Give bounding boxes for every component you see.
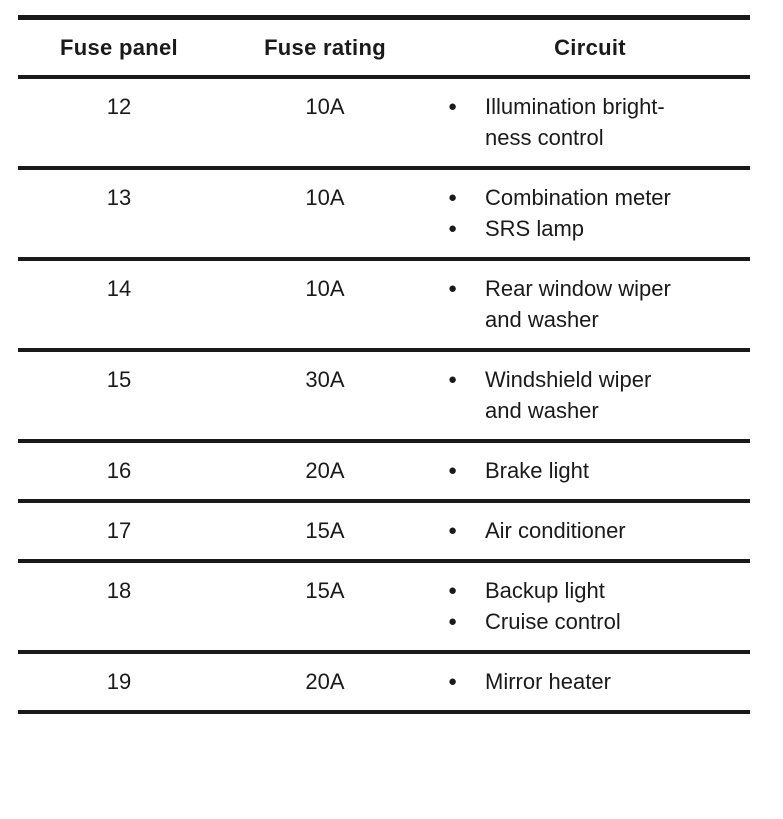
circuit-label: Air conditioner [485,518,626,543]
bullet-icon: ● [448,522,458,539]
table-row: 16 20A ● Brake light [18,441,750,503]
circuit-cell: ● Windshield wiper and washer [430,350,750,443]
circuit-label: Brake light [485,458,589,483]
table-header-row: Fuse panel Fuse rating Circuit [18,17,750,79]
circuit-cell: ● Combination meter ● SRS lamp [430,168,750,261]
bullet-icon: ● [448,280,458,297]
circuit-cell: ● Mirror heater [430,652,750,714]
fuse-table: Fuse panel Fuse rating Circuit 12 10A ● I… [18,15,750,714]
fuse-panel-cell: 12 [18,77,220,170]
bullet-icon: ● [448,189,458,206]
circuit-item: ● Cruise control [430,606,750,637]
table-body: 12 10A ● Illumination bright- ness contro… [18,77,750,714]
bullet-icon: ● [448,613,458,630]
table-row: 15 30A ● Windshield wiper and washer [18,350,750,443]
fuse-panel-cell: 19 [18,652,220,714]
fuse-rating-cell: 20A [220,652,430,714]
circuit-cell: ● Illumination bright- ness control [430,77,750,170]
column-header-fuse-panel: Fuse panel [18,17,220,79]
circuit-cell: ● Brake light [430,441,750,503]
bullet-icon: ● [448,582,458,599]
circuit-item: ● Rear window wiper and washer [430,273,750,335]
fuse-panel-cell: 18 [18,561,220,654]
circuit-item: ● SRS lamp [430,213,750,244]
fuse-rating-cell: 15A [220,501,430,563]
circuit-label: Rear window wiper and washer [485,276,671,332]
fuse-rating-cell: 20A [220,441,430,503]
circuit-item: ● Backup light [430,575,750,606]
circuit-item: ● Mirror heater [430,666,750,697]
fuse-rating-cell: 10A [220,259,430,352]
table-row: 12 10A ● Illumination bright- ness contro… [18,77,750,170]
circuit-label: SRS lamp [485,216,585,241]
fuse-rating-cell: 30A [220,350,430,443]
fuse-panel-cell: 14 [18,259,220,352]
column-header-fuse-rating: Fuse rating [220,17,430,79]
circuit-item: ● Illumination bright- ness control [430,91,750,153]
circuit-item: ● Windshield wiper and washer [430,364,750,426]
circuit-label: Mirror heater [485,669,611,694]
circuit-label: Windshield wiper and washer [485,367,652,423]
fuse-panel-cell: 13 [18,168,220,261]
circuit-item: ● Brake light [430,455,750,486]
bullet-icon: ● [448,220,458,237]
circuit-item: ● Air conditioner [430,515,750,546]
fuse-rating-cell: 15A [220,561,430,654]
circuit-label: Backup light [485,578,605,603]
table-row: 18 15A ● Backup light ● Cruise control [18,561,750,654]
circuit-item: ● Combination meter [430,182,750,213]
fuse-panel-cell: 15 [18,350,220,443]
column-header-circuit: Circuit [430,17,750,79]
fuse-rating-cell: 10A [220,168,430,261]
circuit-cell: ● Air conditioner [430,501,750,563]
table-row: 17 15A ● Air conditioner [18,501,750,563]
bullet-icon: ● [448,673,458,690]
circuit-label: Combination meter [485,185,671,210]
bullet-icon: ● [448,98,458,115]
circuit-cell: ● Rear window wiper and washer [430,259,750,352]
circuit-label: Illumination bright- ness control [485,94,665,150]
fuse-panel-cell: 17 [18,501,220,563]
bullet-icon: ● [448,462,458,479]
fuse-rating-cell: 10A [220,77,430,170]
bullet-icon: ● [448,371,458,388]
table-row: 13 10A ● Combination meter ● SRS lamp [18,168,750,261]
table-row: 19 20A ● Mirror heater [18,652,750,714]
circuit-label: Cruise control [485,609,621,634]
fuse-panel-cell: 16 [18,441,220,503]
circuit-cell: ● Backup light ● Cruise control [430,561,750,654]
table-row: 14 10A ● Rear window wiper and washer [18,259,750,352]
